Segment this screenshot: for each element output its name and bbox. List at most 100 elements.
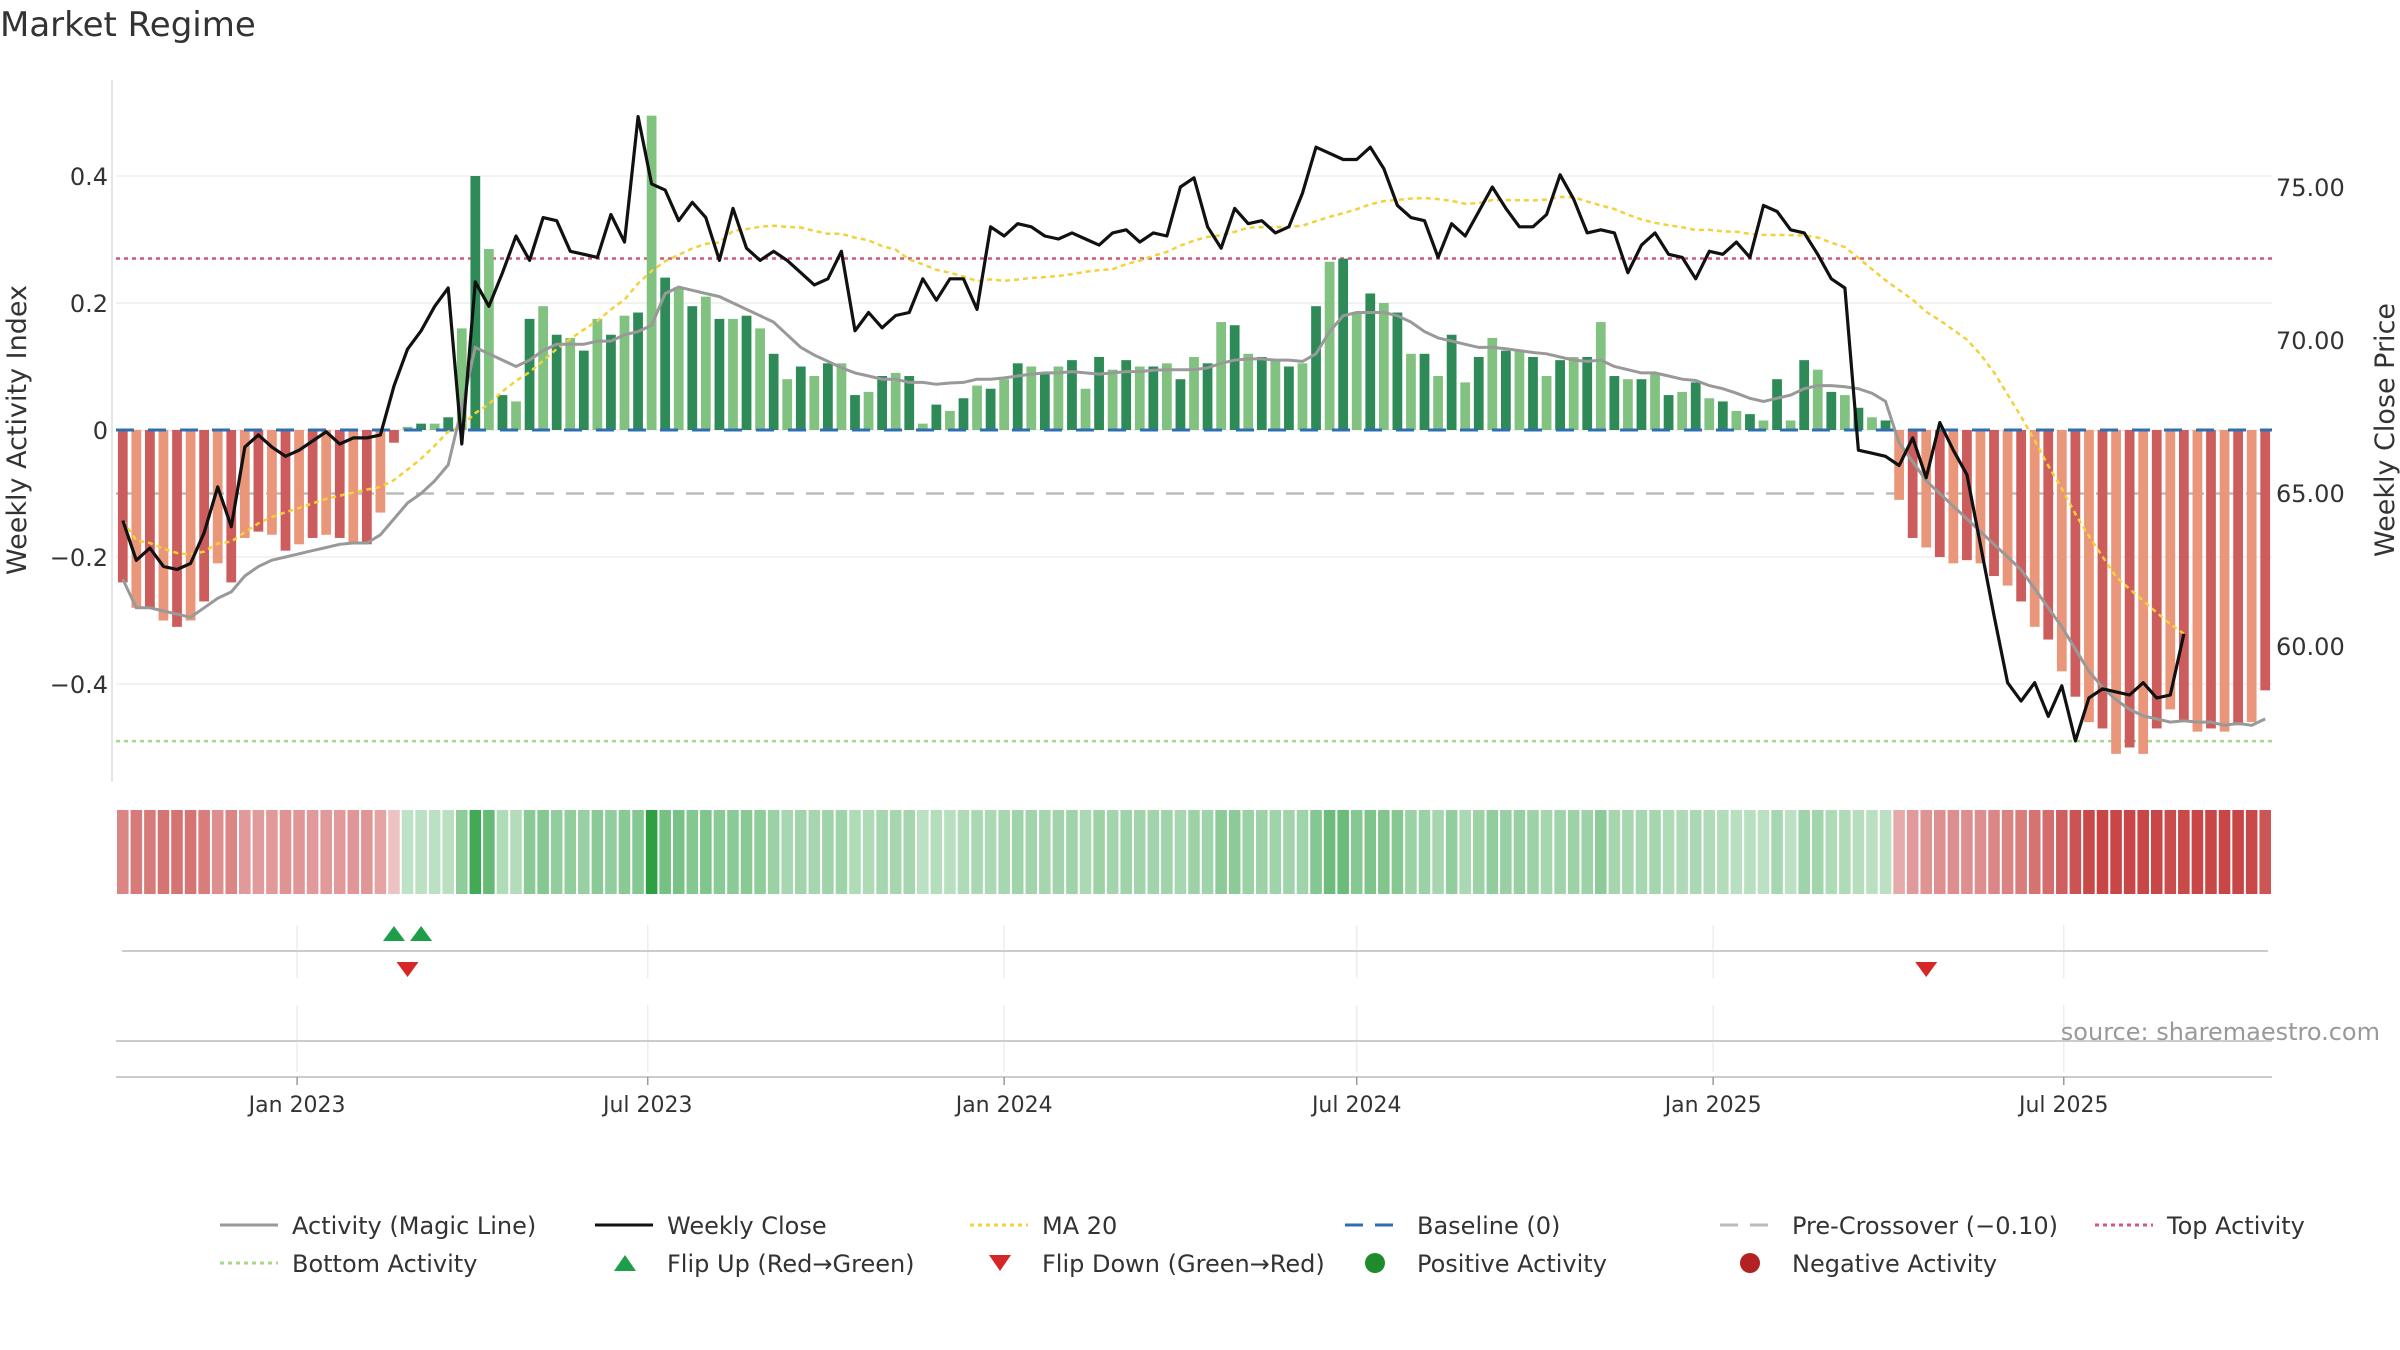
heat-strip-cell (266, 810, 278, 894)
heat-strip-cell (1133, 810, 1146, 894)
heat-strip-cell (442, 810, 454, 894)
activity-bar (1175, 379, 1186, 430)
heat-strip-cell (510, 810, 522, 894)
heat-strip-cell (944, 810, 956, 894)
heat-strip-cell (713, 810, 726, 894)
activity-heat-strip (117, 810, 2271, 894)
heat-strip-cell (618, 810, 631, 894)
legend-item: Negative Activity (1740, 1250, 1997, 1278)
heat-strip-cell (659, 810, 671, 894)
heat-strip-cell (1866, 810, 1878, 894)
heat-strip-cell (1513, 810, 1526, 894)
legend-label: Negative Activity (1792, 1250, 1997, 1278)
activity-bar (1487, 337, 1498, 430)
heat-strip-cell (1717, 810, 1729, 894)
legend-item: Weekly Close (595, 1212, 827, 1240)
x-tick-label: Jul 2025 (2017, 1093, 2109, 1118)
activity-bar (1758, 420, 1769, 430)
activity-bar (2070, 430, 2081, 697)
heat-strip-cell (1066, 810, 1078, 894)
activity-bar (294, 430, 304, 545)
heat-strip-cell (727, 810, 739, 894)
legend-item: Baseline (0) (1345, 1212, 1560, 1240)
heat-strip-cell (1893, 810, 1905, 894)
activity-bar (1853, 407, 1864, 430)
activity-bar (145, 430, 155, 608)
activity-bar (1351, 312, 1362, 430)
heat-strip-cell (1093, 810, 1105, 894)
legend-label: Weekly Close (667, 1212, 827, 1240)
x-tick-label: Jul 2023 (601, 1093, 693, 1118)
heat-strip-cell (1459, 810, 1471, 894)
activity-bar (863, 391, 874, 430)
heat-strip-cell (2123, 810, 2136, 894)
x-tick-label: Jan 2023 (247, 1093, 346, 1118)
activity-bar (1094, 356, 1104, 430)
heat-strip-cell (157, 810, 170, 894)
heat-strip-cell (1920, 810, 1933, 894)
activity-bar (2151, 430, 2162, 729)
legend-item: MA 20 (970, 1212, 1117, 1240)
heat-strip-cell (2015, 810, 2027, 894)
activity-bar (443, 417, 454, 430)
activity-bar (2138, 430, 2149, 754)
heat-strip-cell (496, 810, 509, 894)
heat-strip-cell (1011, 810, 1024, 894)
activity-bar (1812, 369, 1823, 430)
activity-bar (117, 430, 128, 583)
heat-strip-cell (1730, 810, 1743, 894)
heat-strip-cell (2259, 810, 2271, 894)
heat-strip-cell (957, 810, 970, 894)
activity-bar (1406, 353, 1416, 430)
heat-strip-cell (2178, 810, 2190, 894)
y-left-tick-label: 0.4 (70, 163, 108, 191)
activity-bar (361, 430, 372, 545)
heat-strip-cell (1554, 810, 1566, 894)
activity-bar (172, 430, 182, 627)
legend-item: Bottom Activity (220, 1250, 477, 1278)
activity-bar (1284, 366, 1294, 430)
heat-strip-cell (211, 810, 224, 894)
activity-bar (958, 398, 969, 430)
legend-item: Top Activity (2095, 1212, 2305, 1240)
heat-strip-cell (537, 810, 549, 894)
heat-strip-cell (1906, 810, 1919, 894)
activity-bar (1785, 420, 1796, 430)
heat-strip-cell (1228, 810, 1241, 894)
heat-strip-cell (1025, 810, 1038, 894)
activity-bar (1053, 366, 1064, 430)
activity-bar (389, 430, 399, 443)
heat-strip-cell (1839, 810, 1851, 894)
y-left-tick-label: −0.4 (50, 671, 108, 699)
activity-bar (592, 318, 603, 430)
activity-bar (1555, 360, 1565, 430)
heat-strip-cell (578, 810, 590, 894)
source-note: source: sharemaestro.com (2061, 1018, 2380, 1046)
activity-bar (2246, 430, 2257, 723)
activity-bar (470, 176, 481, 430)
heat-strip-cell (1079, 810, 1092, 894)
activity-bar (1650, 372, 1660, 430)
activity-bar (511, 401, 521, 430)
heat-strip-cell (1391, 810, 1404, 894)
heat-strip-cell (1649, 810, 1661, 894)
legend-label: Positive Activity (1417, 1250, 1607, 1278)
activity-bar (999, 379, 1010, 430)
heat-strip-cell (252, 810, 265, 894)
activity-bar (931, 404, 942, 430)
activity-bar (687, 306, 698, 430)
activity-bar (212, 430, 223, 564)
activity-bar (1541, 376, 1552, 430)
activity-bar (1500, 350, 1511, 430)
activity-bar (280, 430, 291, 551)
activity-bar (877, 376, 888, 430)
activity-bar (1514, 350, 1525, 430)
activity-bar (375, 430, 386, 513)
y-left-tick-label: −0.2 (50, 544, 108, 572)
heat-strip-cell (808, 810, 821, 894)
heat-strip-cell (1418, 810, 1431, 894)
heat-strip-cell (1256, 810, 1268, 894)
activity-bar (1826, 391, 1837, 430)
heat-strip-cell (198, 810, 210, 894)
heat-strip-cell (225, 810, 238, 894)
